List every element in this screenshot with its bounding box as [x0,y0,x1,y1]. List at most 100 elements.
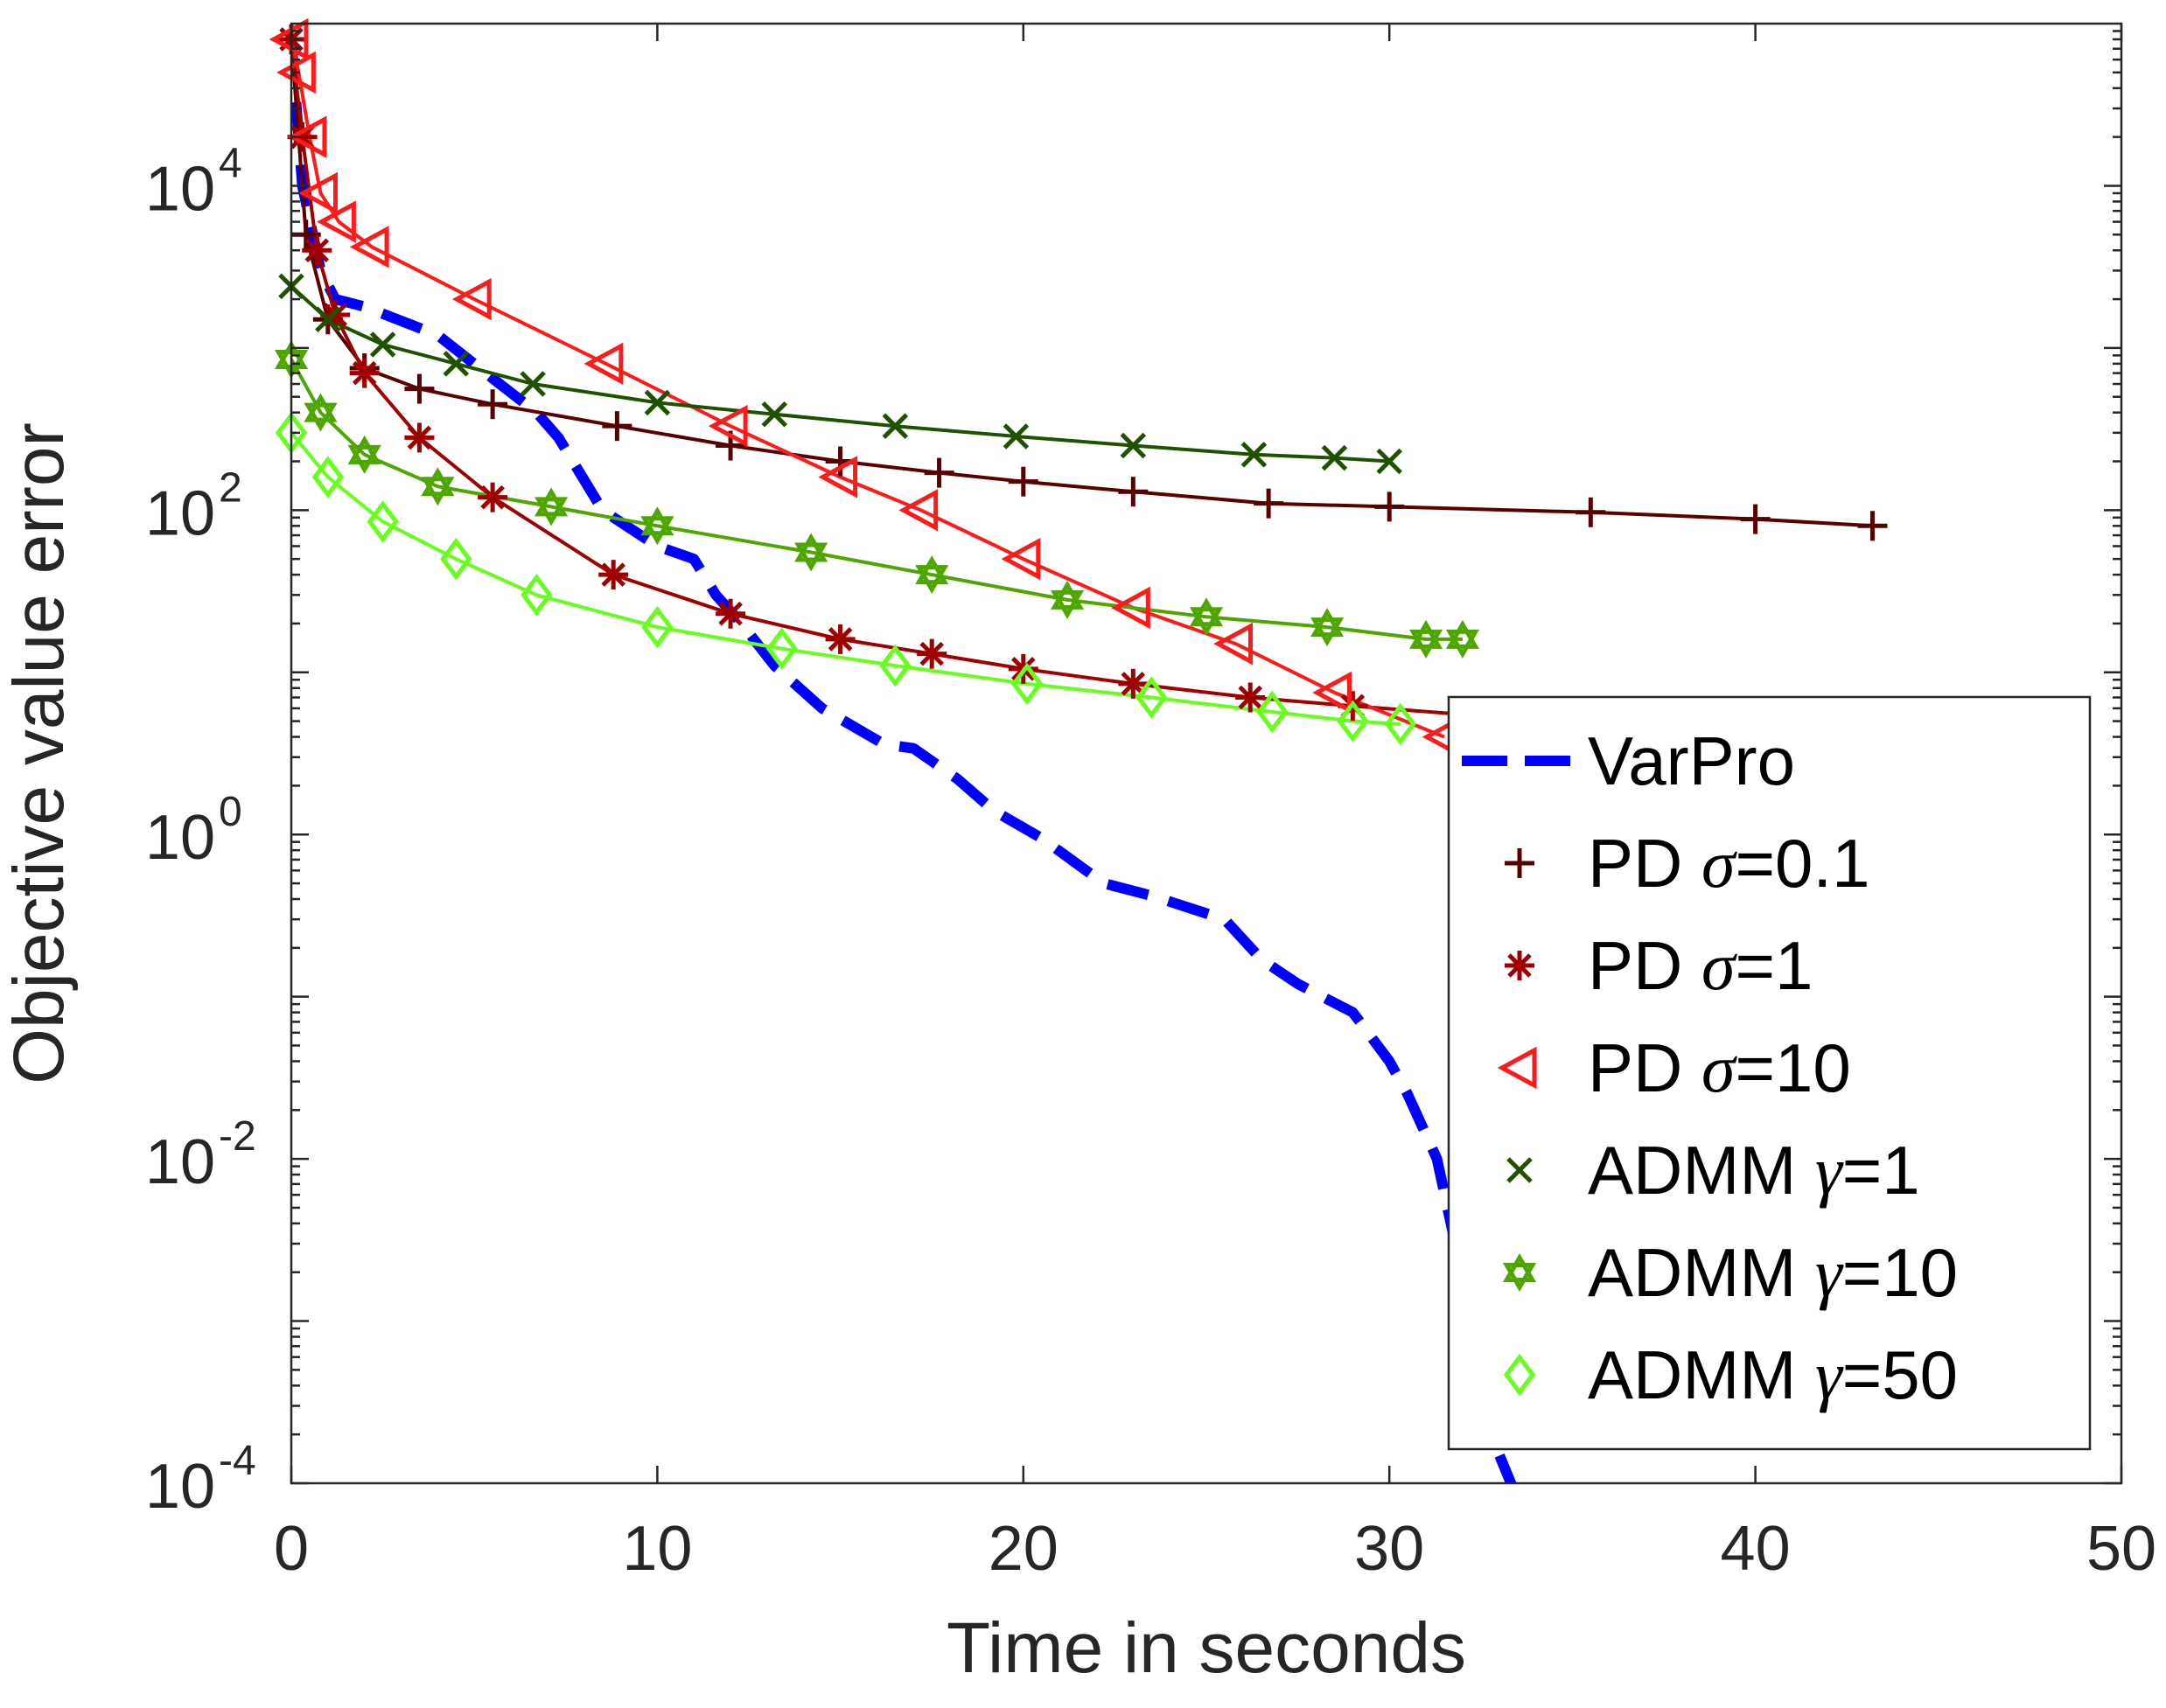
data-point-3-13 [1213,622,1253,666]
data-point-6-9 [1135,676,1168,719]
data-point-6-7 [879,644,912,687]
data-point-6-1 [311,456,344,498]
data-point-3-9 [818,456,858,498]
series-markers [269,17,1888,758]
data-point-1-12 [1254,488,1284,519]
legend-entry-3: PD σ=10 [1497,1029,1851,1106]
data-point-2-2 [302,235,332,266]
y-tick-label-1: 10-2 [145,1113,256,1197]
data-point-5-3 [421,467,455,506]
data-point-5-8 [1050,580,1085,619]
data-point-2-5 [404,422,435,453]
data-point-4-1 [315,306,341,333]
legend-swatch-6 [1503,1353,1536,1397]
legend-label-0: VarPro [1588,722,1795,799]
x-tick-label-3: 30 [1354,1514,1424,1584]
legend-swatch-1 [1505,848,1534,878]
data-point-3-4 [317,200,356,243]
data-point-2-4 [349,358,380,388]
y-tick-label-4: 104 [145,140,242,224]
data-point-2-12 [1118,668,1149,699]
data-point-3-11 [1001,537,1041,581]
data-point-3-7 [583,342,624,386]
data-point-6-5 [641,605,674,649]
data-point-1-6 [602,411,632,442]
data-point-5-10 [1310,608,1345,647]
data-point-4-4 [520,371,546,397]
data-point-3-2 [287,115,327,158]
data-point-6-6 [765,627,798,670]
legend-label-4: ADMM γ=1 [1588,1132,1920,1209]
x-tick-label-5: 50 [2086,1514,2156,1584]
legend-label-2: PD σ=1 [1588,927,1813,1004]
series-line-2 [291,38,1464,716]
x-axis-label: Time in seconds [947,1608,1466,1688]
data-point-4-2 [369,331,396,358]
series-line-3 [291,38,1445,739]
series-line-0 [291,38,1517,1483]
data-point-4-8 [1003,423,1030,450]
data-point-4-6 [761,401,788,428]
data-point-3-14 [1312,671,1352,715]
data-point-5-9 [1189,597,1224,637]
data-point-6-2 [367,500,399,543]
data-point-6-4 [521,574,553,617]
data-point-1-16 [1857,511,1888,541]
series-line-6 [291,431,1401,726]
data-point-1-10 [1008,466,1038,497]
data-point-3-10 [898,489,939,532]
data-point-6-11 [1337,700,1369,742]
data-point-4-12 [1376,448,1402,475]
data-point-1-4 [404,373,435,404]
legend-entry-4: ADMM γ=1 [1506,1132,1920,1209]
legend-label-3: PD σ=10 [1588,1029,1851,1106]
legend-swatch-2 [1505,951,1534,980]
y-axis-label: Objective value error [0,422,79,1084]
legend-entry-2: PD σ=1 [1505,927,1813,1004]
data-point-4-3 [443,351,470,377]
data-point-3-5 [349,226,389,268]
data-point-4-10 [1240,442,1268,468]
data-point-5-1 [304,393,338,432]
data-point-3-6 [451,277,492,321]
data-point-3-3 [298,171,338,215]
data-point-6-3 [440,537,472,581]
legend-label-6: ADMM γ=50 [1588,1336,1958,1413]
data-point-5-5 [640,506,674,546]
data-point-5-6 [794,533,828,572]
data-point-2-7 [598,560,629,590]
series-line-1 [291,38,1873,528]
y-tick-label-2: 100 [145,789,242,873]
data-point-1-5 [478,389,508,420]
data-point-4-9 [1120,432,1147,459]
legend-swatch-5 [1502,1252,1537,1293]
data-point-1-9 [924,457,954,488]
data-point-4-7 [882,413,909,439]
x-tick-label-4: 40 [1721,1514,1791,1584]
data-point-1-11 [1118,477,1149,507]
data-point-5-2 [347,435,381,474]
legend: VarPro PD σ=0.1 PD σ=1 PD σ=10 ADMM γ=1 ADMM … [1447,695,2092,1451]
data-point-3-1 [276,51,316,94]
y-tick-label-3: 102 [145,464,242,548]
legend-label-5: ADMM γ=10 [1588,1234,1958,1311]
data-point-1-13 [1374,491,1405,522]
legend-label-1: PD σ=0.1 [1588,825,1869,902]
x-tick-label-1: 10 [622,1514,692,1584]
data-point-1-14 [1576,497,1606,527]
data-point-5-12 [1445,619,1479,659]
x-tick-label-0: 0 [274,1514,309,1584]
series-line-4 [291,284,1390,464]
data-point-2-9 [825,624,856,654]
data-point-3-12 [1111,586,1150,630]
data-point-5-7 [915,555,949,595]
data-point-4-5 [644,389,671,416]
data-point-2-6 [478,482,508,512]
legend-entry-0: VarPro [1462,722,1795,799]
data-point-4-11 [1321,444,1348,471]
legend-entry-6: ADMM γ=50 [1503,1336,1958,1413]
y-tick-label-0: 10-4 [145,1438,256,1522]
legend-swatch-3 [1497,1046,1537,1090]
data-point-2-8 [716,598,746,629]
